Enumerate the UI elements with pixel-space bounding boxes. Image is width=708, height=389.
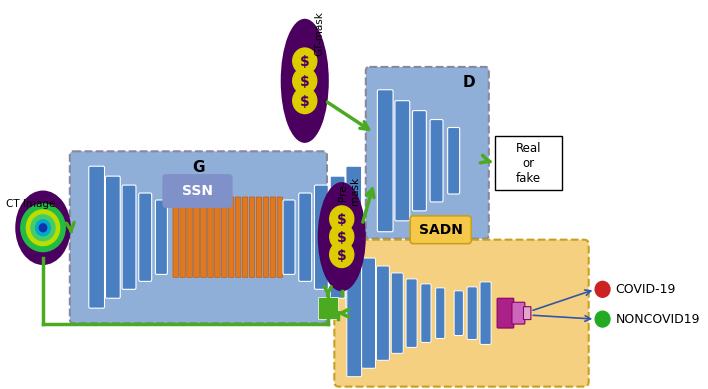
FancyBboxPatch shape bbox=[314, 185, 329, 289]
Ellipse shape bbox=[318, 182, 366, 291]
FancyBboxPatch shape bbox=[395, 101, 410, 221]
FancyBboxPatch shape bbox=[139, 193, 152, 281]
Circle shape bbox=[26, 210, 59, 245]
Text: GT-mask: GT-mask bbox=[314, 11, 324, 56]
FancyBboxPatch shape bbox=[467, 287, 477, 340]
Circle shape bbox=[330, 206, 354, 232]
FancyBboxPatch shape bbox=[454, 291, 463, 335]
FancyBboxPatch shape bbox=[346, 166, 362, 308]
FancyBboxPatch shape bbox=[222, 197, 227, 277]
Ellipse shape bbox=[16, 191, 71, 265]
FancyBboxPatch shape bbox=[330, 176, 345, 298]
Text: SADN: SADN bbox=[418, 223, 462, 237]
FancyBboxPatch shape bbox=[277, 197, 282, 277]
Circle shape bbox=[31, 215, 55, 241]
Circle shape bbox=[40, 224, 47, 232]
Text: $: $ bbox=[337, 249, 347, 263]
FancyBboxPatch shape bbox=[88, 166, 105, 308]
FancyBboxPatch shape bbox=[366, 67, 489, 239]
FancyBboxPatch shape bbox=[318, 297, 338, 319]
FancyBboxPatch shape bbox=[334, 240, 588, 387]
Text: G: G bbox=[192, 160, 205, 175]
FancyBboxPatch shape bbox=[207, 197, 213, 277]
FancyBboxPatch shape bbox=[523, 307, 531, 320]
Circle shape bbox=[330, 242, 354, 268]
FancyBboxPatch shape bbox=[194, 197, 200, 277]
FancyBboxPatch shape bbox=[187, 197, 193, 277]
Text: $: $ bbox=[337, 213, 347, 227]
FancyBboxPatch shape bbox=[497, 298, 514, 328]
FancyBboxPatch shape bbox=[122, 185, 136, 289]
FancyBboxPatch shape bbox=[200, 197, 206, 277]
FancyBboxPatch shape bbox=[480, 282, 491, 344]
FancyBboxPatch shape bbox=[447, 128, 459, 194]
FancyBboxPatch shape bbox=[155, 200, 167, 274]
FancyBboxPatch shape bbox=[263, 197, 268, 277]
Circle shape bbox=[595, 281, 610, 297]
Text: $: $ bbox=[300, 75, 309, 89]
FancyBboxPatch shape bbox=[105, 176, 120, 298]
FancyBboxPatch shape bbox=[435, 288, 445, 338]
Text: SSN: SSN bbox=[182, 184, 213, 198]
FancyBboxPatch shape bbox=[512, 302, 525, 324]
FancyBboxPatch shape bbox=[392, 273, 404, 353]
FancyBboxPatch shape bbox=[180, 197, 185, 277]
Text: $: $ bbox=[337, 231, 347, 245]
FancyBboxPatch shape bbox=[270, 197, 275, 277]
FancyBboxPatch shape bbox=[410, 216, 472, 244]
Ellipse shape bbox=[280, 19, 329, 143]
FancyBboxPatch shape bbox=[249, 197, 255, 277]
FancyBboxPatch shape bbox=[173, 197, 178, 277]
Circle shape bbox=[292, 48, 316, 74]
Circle shape bbox=[35, 220, 50, 236]
FancyBboxPatch shape bbox=[430, 119, 443, 202]
FancyBboxPatch shape bbox=[256, 197, 262, 277]
Circle shape bbox=[595, 311, 610, 327]
FancyBboxPatch shape bbox=[229, 197, 234, 277]
Text: COVID-19: COVID-19 bbox=[615, 283, 676, 296]
FancyBboxPatch shape bbox=[347, 250, 362, 377]
FancyBboxPatch shape bbox=[413, 110, 426, 211]
Text: $: $ bbox=[300, 55, 309, 69]
FancyBboxPatch shape bbox=[162, 174, 233, 208]
Text: D: D bbox=[462, 75, 475, 90]
FancyBboxPatch shape bbox=[235, 197, 241, 277]
FancyBboxPatch shape bbox=[70, 151, 327, 323]
Text: CT Image: CT Image bbox=[6, 199, 55, 209]
Circle shape bbox=[330, 224, 354, 250]
FancyBboxPatch shape bbox=[215, 197, 220, 277]
FancyBboxPatch shape bbox=[421, 284, 431, 342]
Circle shape bbox=[21, 204, 65, 252]
FancyBboxPatch shape bbox=[362, 258, 375, 368]
Text: Pre-
mask: Pre- mask bbox=[338, 177, 360, 205]
FancyBboxPatch shape bbox=[242, 197, 248, 277]
Circle shape bbox=[292, 88, 316, 114]
FancyBboxPatch shape bbox=[283, 200, 295, 274]
FancyBboxPatch shape bbox=[299, 193, 312, 281]
FancyBboxPatch shape bbox=[496, 137, 562, 190]
FancyBboxPatch shape bbox=[377, 90, 393, 232]
FancyBboxPatch shape bbox=[377, 266, 389, 360]
Text: $: $ bbox=[300, 95, 309, 109]
Circle shape bbox=[292, 68, 316, 94]
FancyBboxPatch shape bbox=[406, 279, 417, 347]
Text: Real
or
fake: Real or fake bbox=[516, 142, 542, 185]
Text: NONCOVID19: NONCOVID19 bbox=[615, 313, 700, 326]
